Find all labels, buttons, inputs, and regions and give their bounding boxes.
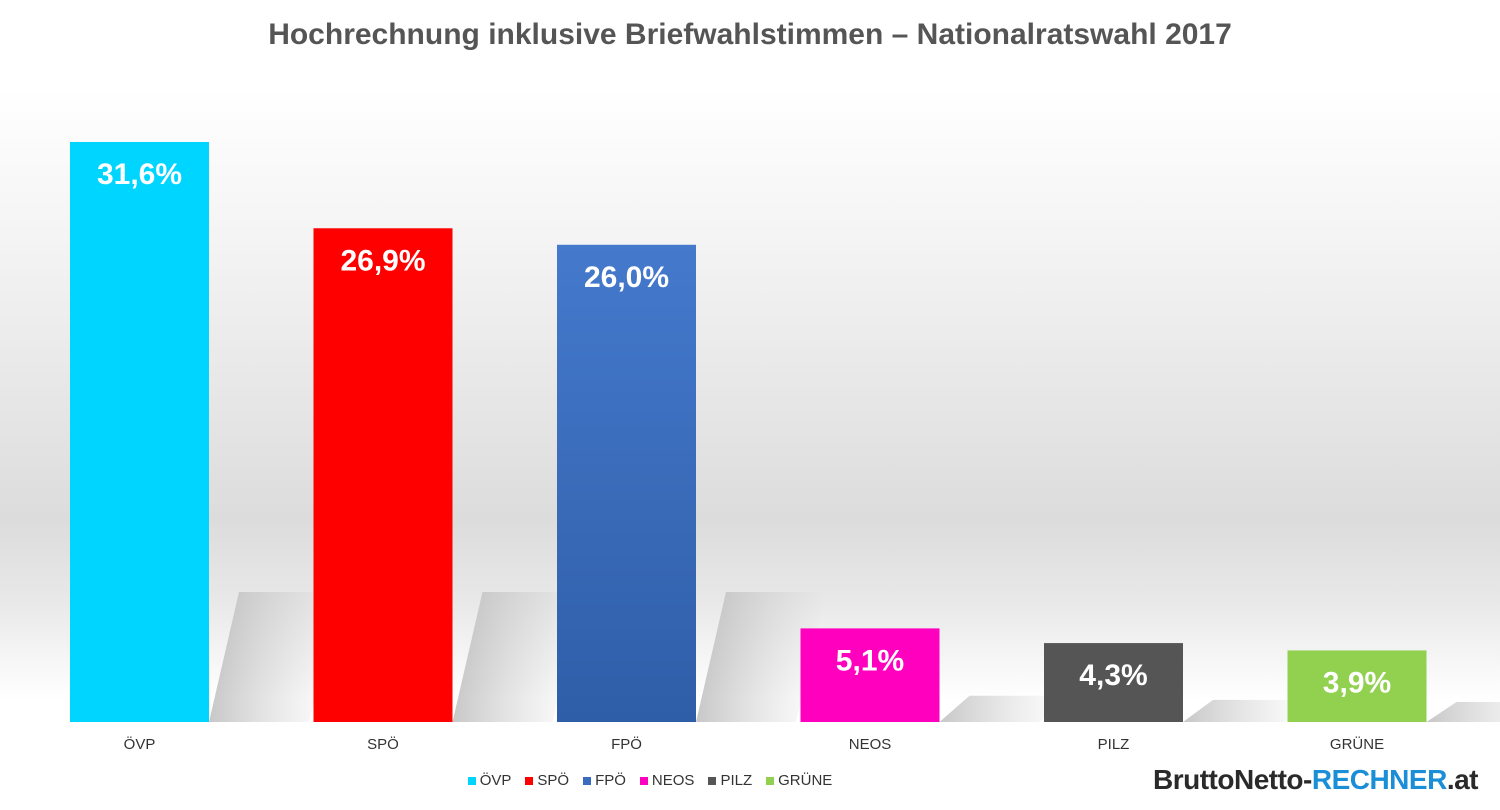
chart-title: Hochrechnung inklusive Briefwahlstimmen … — [268, 18, 1232, 51]
legend-label: FPÖ — [595, 772, 626, 789]
bars — [70, 142, 1427, 723]
legend-item: GRÜNE — [766, 772, 832, 789]
brand-part-2: RECHNER — [1311, 764, 1447, 795]
legend-label: ÖVP — [479, 772, 512, 789]
bar-grüne — [1287, 650, 1427, 722]
legend-swatch — [467, 776, 476, 785]
legend-label: NEOS — [651, 772, 695, 789]
bar-shadow — [452, 592, 583, 722]
legend-item: ÖVP — [467, 772, 512, 789]
data-label: 4,3% — [1079, 659, 1147, 692]
data-label: 31,6% — [97, 158, 182, 191]
bar-övp — [70, 142, 209, 722]
category-label: SPÖ — [367, 735, 399, 753]
legend: ÖVP SPÖ FPÖ NEOS PILZ GRÜNE — [0, 772, 1500, 789]
data-label: 3,9% — [1323, 666, 1391, 699]
category-labels: ÖVP SPÖ FPÖ NEOS PILZ GRÜNE — [124, 735, 1384, 753]
legend-swatch — [639, 776, 648, 785]
brand-part-1: BruttoNetto- — [1153, 764, 1312, 795]
data-label: 26,0% — [584, 261, 669, 294]
legend-swatch — [766, 776, 775, 785]
bar-shadow — [209, 592, 339, 722]
bar-shadows — [209, 592, 1500, 722]
legend-swatch — [525, 776, 534, 785]
legend-item: FPÖ — [583, 772, 626, 789]
legend-swatch — [708, 776, 717, 785]
legend-label: GRÜNE — [778, 772, 833, 789]
bar-shadow — [939, 695, 1070, 722]
legend-item: PILZ — [708, 772, 752, 789]
data-label: 5,1% — [836, 644, 904, 677]
bar-shadow — [696, 592, 826, 722]
bar-neos — [800, 628, 940, 722]
brand-logo: BruttoNetto-RECHNER.at — [1153, 764, 1479, 796]
category-label: NEOS — [849, 736, 892, 753]
legend-item: SPÖ — [525, 772, 569, 789]
category-label: PILZ — [1098, 736, 1130, 753]
value-labels: 31,6% 26,9% 26,0% 5,1% 4,3% 3,9% — [97, 158, 1391, 699]
bar-pilz — [1044, 643, 1183, 722]
bar-shadow — [1426, 701, 1500, 722]
bar-fpö — [557, 244, 696, 723]
bar-spö — [313, 228, 453, 723]
brand-part-3: .at — [1446, 764, 1479, 795]
bar-shadow — [1183, 699, 1313, 722]
legend-swatch — [583, 776, 592, 785]
category-label: GRÜNE — [1330, 735, 1384, 753]
legend-item: NEOS — [639, 772, 695, 789]
category-label: ÖVP — [124, 735, 156, 753]
data-label: 26,9% — [340, 244, 425, 277]
legend-label: PILZ — [720, 772, 753, 789]
category-label: FPÖ — [611, 735, 642, 753]
legend-label: SPÖ — [537, 772, 570, 789]
